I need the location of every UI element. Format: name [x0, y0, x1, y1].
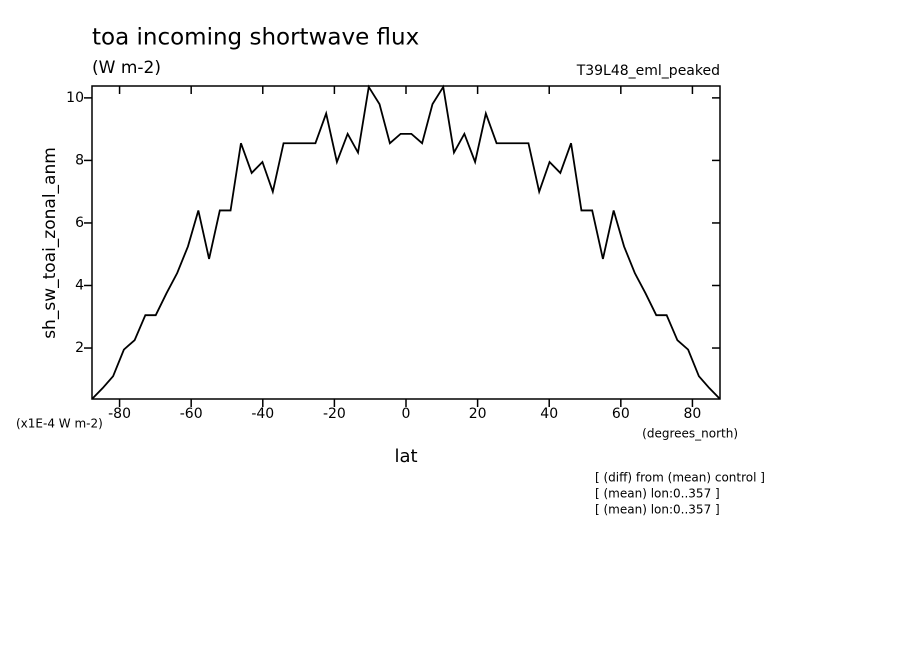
y-tick-label: 2	[75, 340, 84, 356]
annotation: [ (mean) lon:0..357 ]	[595, 487, 720, 501]
x-tick-label: 60	[612, 406, 630, 422]
data-line	[91, 84, 721, 400]
y-tick-label: 10	[66, 90, 84, 106]
x-tick-label: -20	[323, 406, 346, 422]
y-units: (x1E-4 W m-2)	[16, 417, 103, 431]
x-axis-label: lat	[394, 446, 417, 467]
x-tick-label: -80	[108, 406, 131, 422]
x-tick-label: 40	[540, 406, 558, 422]
annotation: [ (diff) from (mean) control ]	[595, 471, 765, 485]
x-tick-label: 20	[469, 406, 487, 422]
y-axis-label: sh_sw_toai_zonal_anm	[40, 147, 60, 339]
x-units: (degrees_north)	[642, 427, 738, 441]
chart-title: toa incoming shortwave flux	[92, 25, 419, 51]
x-tick-label: 80	[684, 406, 702, 422]
chart-subtitle: (W m-2)	[92, 58, 161, 78]
y-tick-label: 4	[75, 277, 84, 293]
annotation: [ (mean) lon:0..357 ]	[595, 503, 720, 517]
x-tick-label: 0	[402, 406, 411, 422]
x-tick-label: -40	[251, 406, 274, 422]
x-tick-label: -60	[180, 406, 203, 422]
run-label: T39L48_eml_peaked	[576, 63, 720, 79]
y-tick-label: 6	[75, 215, 84, 231]
y-tick-label: 8	[75, 152, 84, 168]
